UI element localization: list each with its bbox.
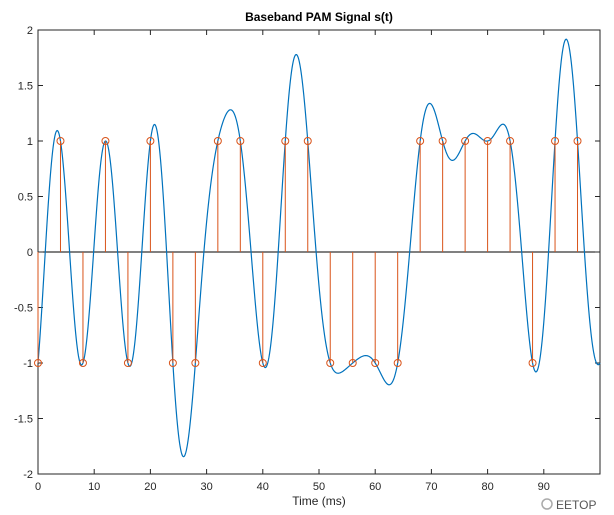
stem-marker [326,359,335,367]
stem-marker [461,137,470,145]
stem-marker [213,137,222,145]
watermark-logo-icon [541,498,553,510]
x-tick-label: 80 [481,481,493,493]
watermark-text: EETOP [556,498,596,512]
stem-marker [416,137,425,145]
x-tick-label: 60 [369,481,381,493]
stem-marker [506,137,515,145]
stem-marker [258,359,267,367]
y-tick-label: 0.5 [18,192,33,204]
x-axis-label: Time (ms) [292,494,346,508]
x-tick-label: 70 [425,481,437,493]
stem-marker [393,359,402,367]
stem-marker [123,359,132,367]
stem-marker [371,359,380,367]
x-tick-label: 0 [35,481,41,493]
stem-marker [34,359,42,367]
stem-marker [101,137,110,145]
stem-marker [483,137,492,145]
stem-marker [303,137,312,145]
x-tick-label: 50 [313,481,325,493]
stem-marker [348,359,357,367]
stem-marker [236,137,245,145]
stem-marker [56,137,65,145]
watermark: EETOP [541,498,596,512]
x-tick-label: 40 [257,481,269,493]
stem-marker [528,359,537,367]
x-tick-label: 10 [88,481,100,493]
stem-marker [191,359,200,367]
stem-marker [168,359,177,367]
y-tick-label: 1.5 [18,81,33,93]
x-tick-label: 30 [200,481,212,493]
stem-marker [438,137,447,145]
stem-marker [78,359,87,367]
y-tick-label: -2 [23,469,33,481]
y-tick-label: 0 [27,247,33,259]
y-tick-label: -1.5 [14,414,33,426]
y-tick-label: 2 [27,25,33,37]
chart-title: Baseband PAM Signal s(t) [245,10,393,24]
y-tick-label: 1 [27,136,33,148]
stem-marker [551,137,560,145]
stem-marker [573,137,582,145]
y-tick-label: -1 [23,358,33,370]
stem-marker [146,137,155,145]
stem-marker [281,137,290,145]
x-tick-label: 90 [538,481,550,493]
x-tick-label: 20 [144,481,156,493]
y-tick-label: -0.5 [14,303,33,315]
